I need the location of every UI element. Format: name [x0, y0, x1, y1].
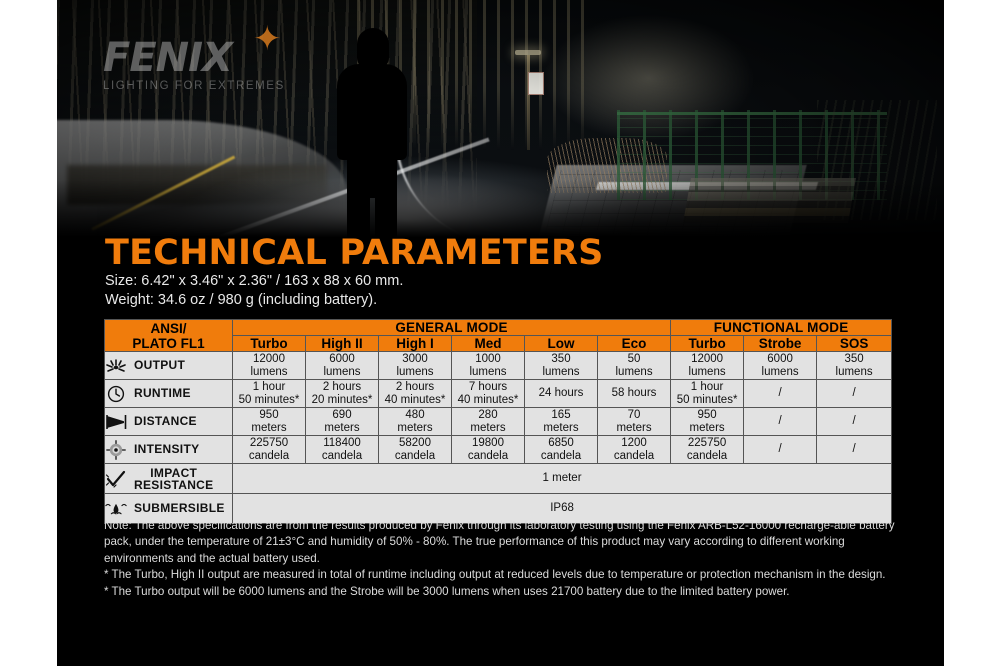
row-value-span: 1 meter — [231, 463, 893, 495]
col-functional-sos: SOS — [816, 335, 893, 353]
dark-canvas: ✦ FENIX LIGHTING FOR EXTREMES TECHNICAL … — [57, 0, 944, 666]
row-label-text: RUNTIME — [134, 386, 191, 400]
target-intensity-icon — [105, 439, 127, 460]
technical-parameters-table: ANSI/ PLATO FL1 GENERAL MODE FUNCTIONAL … — [104, 318, 893, 525]
cell-value: 12000 lumens — [670, 351, 745, 381]
cell-value: 19800 candela — [451, 435, 525, 465]
cell-value: 165 meters — [524, 407, 598, 437]
spec-size-text: Size: 6.42" x 3.46" x 2.36" / 163 x 88 x… — [105, 273, 404, 289]
cell-value: / — [816, 435, 893, 465]
cell-value: 480 meters — [378, 407, 452, 437]
cell-value: 280 meters — [451, 407, 525, 437]
cell-value: 350 lumens — [524, 351, 598, 381]
cell-value: 3000 lumens — [378, 351, 452, 381]
row-value-span: IP68 — [231, 493, 893, 525]
table-column-row: Turbo High II High I Med Low Eco Turbo S… — [105, 335, 893, 353]
cell-value: 1 hour 50 minutes* — [670, 379, 745, 409]
cell-value: 950 meters — [232, 407, 306, 437]
cell-value: 690 meters — [305, 407, 379, 437]
cell-value: 1200 candela — [596, 435, 672, 465]
beam-distance-icon — [105, 412, 127, 432]
cell-value: 6000 lumens — [305, 351, 379, 381]
row-label-text: DISTANCE — [134, 414, 197, 428]
night-road-photo — [57, 0, 944, 240]
row-label-impact-resistance: IMPACT RESISTANCE — [104, 463, 233, 495]
cell-value: 24 hours — [524, 379, 598, 409]
row-label-output: OUTPUT — [104, 351, 233, 381]
cell-value: / — [743, 435, 818, 465]
clock-icon — [105, 384, 127, 404]
table-body: OUTPUT 12000 lumens 6000 lumens 3000 lumens 100… — [104, 351, 893, 525]
cell-value: / — [816, 379, 893, 409]
ansi-plato-header: ANSI/ PLATO FL1 — [104, 318, 233, 353]
footnote-star-1: * The Turbo, High II output are measured… — [104, 568, 886, 582]
cell-value: 225750 candela — [670, 435, 745, 465]
ansi-line-2: PLATO FL1 — [132, 335, 205, 351]
col-functional-strobe: Strobe — [743, 335, 818, 353]
row-label-text: INTENSITY — [134, 442, 200, 456]
row-label-intensity: INTENSITY — [104, 435, 233, 465]
table-row: INTENSITY 225750 candela 118400 candela 58200… — [104, 435, 893, 465]
table-row: RUNTIME 1 hour 50 minutes* 2 hours 20 minute… — [104, 379, 893, 409]
row-label-text: SUBMERSIBLE — [134, 501, 225, 515]
water-drop-icon — [105, 499, 127, 519]
row-label-runtime: RUNTIME — [104, 379, 233, 409]
cell-value: 950 meters — [670, 407, 745, 437]
page-title: TECHNICAL PARAMETERS — [105, 233, 604, 273]
cell-value: 1000 lumens — [451, 351, 525, 381]
light-burst-icon — [105, 356, 127, 376]
table-row: DISTANCE 950 meters 690 meters 480 meters 280 me… — [104, 407, 893, 437]
row-label-distance: DISTANCE — [104, 407, 233, 437]
impact-check-icon — [105, 469, 127, 489]
col-general-eco: Eco — [596, 335, 672, 353]
table-group-row: ANSI/ PLATO FL1 GENERAL MODE FUNCTIONAL … — [104, 318, 893, 353]
footnote-note: Note: The above specifications are from … — [104, 519, 895, 565]
cell-value: 2 hours 20 minutes* — [305, 379, 379, 409]
cell-value: 12000 lumens — [232, 351, 306, 381]
footnotes: Note: The above specifications are from … — [104, 518, 904, 600]
table-row: OUTPUT 12000 lumens 6000 lumens 3000 lumens 100… — [104, 351, 893, 381]
cell-value: 7 hours 40 minutes* — [451, 379, 525, 409]
col-general-med: Med — [451, 335, 525, 353]
col-functional-turbo: Turbo — [670, 335, 745, 353]
col-general-low: Low — [524, 335, 598, 353]
group-header-general-mode: GENERAL MODE — [231, 318, 672, 337]
cell-value: / — [743, 407, 818, 437]
cell-value: / — [743, 379, 818, 409]
cell-value: 58 hours — [596, 379, 672, 409]
row-label-text: IMPACT RESISTANCE — [134, 465, 214, 492]
footnote-star-2: * The Turbo output will be 6000 lumens a… — [104, 584, 790, 598]
cell-value: 1 hour 50 minutes* — [232, 379, 306, 409]
col-general-high2: High II — [305, 335, 379, 353]
cell-value: 6850 candela — [524, 435, 598, 465]
photo-bottom-fade — [57, 180, 944, 240]
cell-value: 2 hours 40 minutes* — [378, 379, 452, 409]
table-head: ANSI/ PLATO FL1 GENERAL MODE FUNCTIONAL … — [104, 318, 893, 353]
col-general-high1: High I — [378, 335, 452, 353]
cell-value: 58200 candela — [378, 435, 452, 465]
col-general-turbo: Turbo — [232, 335, 306, 353]
cell-value: 50 lumens — [596, 351, 672, 381]
cell-value: / — [816, 407, 893, 437]
cell-value: 350 lumens — [816, 351, 893, 381]
group-header-functional-mode: FUNCTIONAL MODE — [670, 318, 893, 337]
row-label-text: OUTPUT — [134, 358, 186, 372]
ansi-line-1: ANSI/ — [150, 320, 187, 336]
cell-value: 225750 candela — [232, 435, 306, 465]
cell-value: 118400 candela — [305, 435, 379, 465]
cell-value: 6000 lumens — [743, 351, 818, 381]
spec-weight-text: Weight: 34.6 oz / 980 g (including batte… — [105, 292, 378, 308]
table-row: SUBMERSIBLE IP68 — [104, 493, 893, 525]
cell-value: 70 meters — [596, 407, 672, 437]
table-row: IMPACT RESISTANCE 1 meter — [104, 463, 893, 495]
